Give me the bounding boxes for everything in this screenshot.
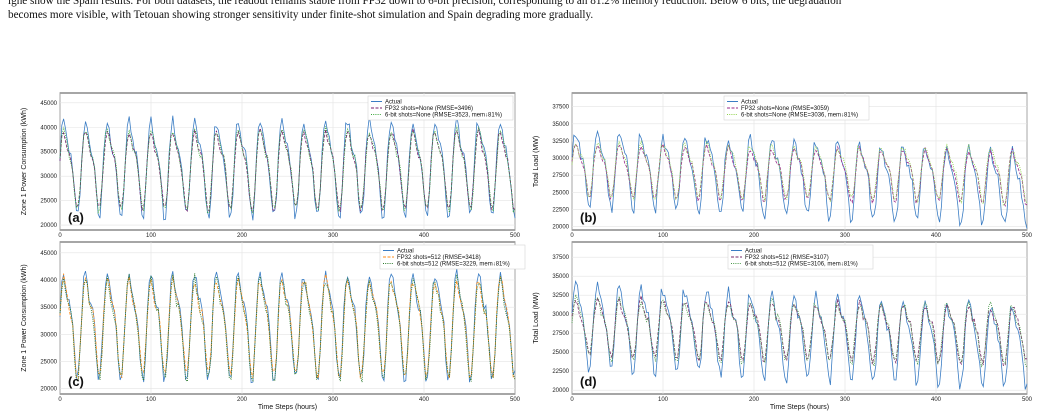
x-tick-label: 300	[840, 233, 851, 239]
caption-line-2: becomes more visible, with Tetouan showi…	[8, 9, 594, 21]
legend-entry: 6-bit shots=None (RMSE=3036, mem↓81%)	[741, 113, 858, 119]
x-tick-label: 0	[570, 397, 574, 403]
legend-entry: Actual	[745, 249, 762, 255]
legend-entry: FP32 shots=512 (RMSE=3107)	[745, 255, 829, 261]
y-tick-label: 45000	[40, 101, 57, 107]
y-tick-label: 30000	[552, 312, 569, 318]
y-axis-label: Zone 1 Power Consumption (kWh)	[21, 264, 28, 371]
x-tick-label: 100	[146, 233, 157, 239]
x-tick-label: 300	[328, 397, 339, 403]
x-tick-label: 400	[419, 397, 430, 403]
y-tick-label: 32500	[552, 139, 569, 145]
legend-box	[727, 244, 874, 270]
x-tick-label: 200	[749, 397, 760, 403]
x-tick-label: 300	[328, 233, 339, 239]
panel-label: (b)	[580, 210, 597, 225]
legend-entry: 6-bit shots=None (RMSE=3523, mem↓81%)	[385, 113, 502, 119]
y-tick-label: 25000	[40, 199, 57, 205]
x-tick-label: 500	[510, 233, 521, 239]
y-tick-label: 35000	[40, 150, 57, 156]
x-tick-label: 100	[658, 233, 669, 239]
chart-panel-b: 0 100 200 300 400 500 20000 22500 25000 27500 3000…	[533, 92, 1033, 239]
y-tick-label: 22500	[552, 207, 569, 213]
x-tick-label: 400	[931, 397, 942, 403]
legend-entry: FP32 shots=512 (RMSE=3418)	[397, 255, 481, 261]
legend-box	[379, 244, 526, 270]
x-tick-label: 400	[931, 233, 942, 239]
y-axis-label: Zone 1 Power Consumption (kWh)	[21, 108, 28, 215]
caption-line-1: ighe show the Spain results. For both da…	[8, 0, 842, 7]
series-line-1	[59, 268, 516, 384]
x-tick-label: 0	[58, 233, 62, 239]
y-tick-label: 20000	[552, 225, 569, 231]
x-tick-label: 200	[237, 397, 248, 403]
caption-text: ighe show the Spain results. For both da…	[8, 0, 1036, 22]
x-tick-label: 0	[58, 397, 62, 403]
y-tick-label: 27500	[552, 173, 569, 179]
legend-box	[723, 95, 870, 121]
series-line-2	[571, 295, 1027, 366]
y-tick-label: 37500	[552, 255, 569, 261]
legend-entry: Actual	[741, 100, 758, 106]
y-tick-label: 25000	[552, 350, 569, 356]
x-tick-label: 400	[419, 233, 430, 239]
x-axis-label: Time Steps (hours)	[258, 404, 317, 411]
chart-panel-c: 0 100 200 300 400 500 20000 25000 30000 35000 4000…	[21, 241, 526, 411]
y-axis-label: Total Load (MW)	[533, 136, 540, 187]
legend-entry: Actual	[397, 249, 414, 255]
y-tick-label: 40000	[40, 125, 57, 131]
series-line-2	[571, 142, 1028, 208]
y-tick-label: 30000	[552, 156, 569, 162]
x-tick-label: 100	[146, 397, 157, 403]
y-tick-label: 45000	[40, 251, 57, 257]
chart-panel-d: 0 100 200 300 400 500 20000 22500 25000 27500 3000…	[533, 241, 1033, 411]
legend-entry: Actual	[385, 100, 402, 106]
x-tick-label: 0	[570, 233, 574, 239]
series-line-1	[59, 115, 516, 221]
y-tick-label: 35000	[552, 274, 569, 280]
y-tick-label: 20000	[40, 387, 57, 393]
y-tick-label: 22500	[552, 369, 569, 375]
y-tick-label: 27500	[552, 331, 569, 337]
y-tick-label: 20000	[552, 388, 569, 394]
x-tick-label: 500	[1022, 233, 1033, 239]
x-tick-label: 500	[510, 397, 521, 403]
series-line-3	[59, 125, 516, 214]
panel-label: (c)	[68, 374, 84, 389]
y-axis-label: Total Load (MW)	[533, 292, 540, 343]
y-tick-label: 20000	[40, 223, 57, 229]
chart-panel-a: 0 100 200 300 400 500 20000 25000 30000 35000 4000…	[21, 92, 521, 239]
x-tick-label: 300	[840, 397, 851, 403]
y-tick-label: 30000	[40, 332, 57, 338]
y-tick-label: 30000	[40, 174, 57, 180]
y-tick-label: 40000	[40, 278, 57, 284]
legend-entry: FP32 shots=None (RMSE=3059)	[741, 106, 829, 112]
series-line-3	[571, 139, 1028, 206]
legend-box	[367, 95, 514, 121]
y-tick-label: 37500	[552, 105, 569, 111]
series-line-3	[571, 293, 1028, 369]
y-tick-label: 35000	[40, 305, 57, 311]
x-axis-label: Time Steps (hours)	[770, 404, 829, 411]
panel-label: (d)	[580, 374, 597, 389]
y-tick-label: 35000	[552, 122, 569, 128]
y-tick-label: 32500	[552, 293, 569, 299]
legend-entry: 6-bit shots=512 (RMSE=3229, mem↓81%)	[397, 262, 510, 268]
x-tick-label: 100	[658, 397, 669, 403]
legend-entry: 6-bit shots=512 (RMSE=3106, mem↓81%)	[745, 262, 858, 268]
legend-entry: FP32 shots=None (RMSE=3496)	[385, 106, 473, 112]
x-tick-label: 200	[749, 233, 760, 239]
y-tick-label: 25000	[40, 359, 57, 365]
y-tick-label: 25000	[552, 190, 569, 196]
x-tick-label: 500	[1022, 397, 1033, 403]
panel-label: (a)	[68, 210, 84, 225]
x-tick-label: 200	[237, 233, 248, 239]
